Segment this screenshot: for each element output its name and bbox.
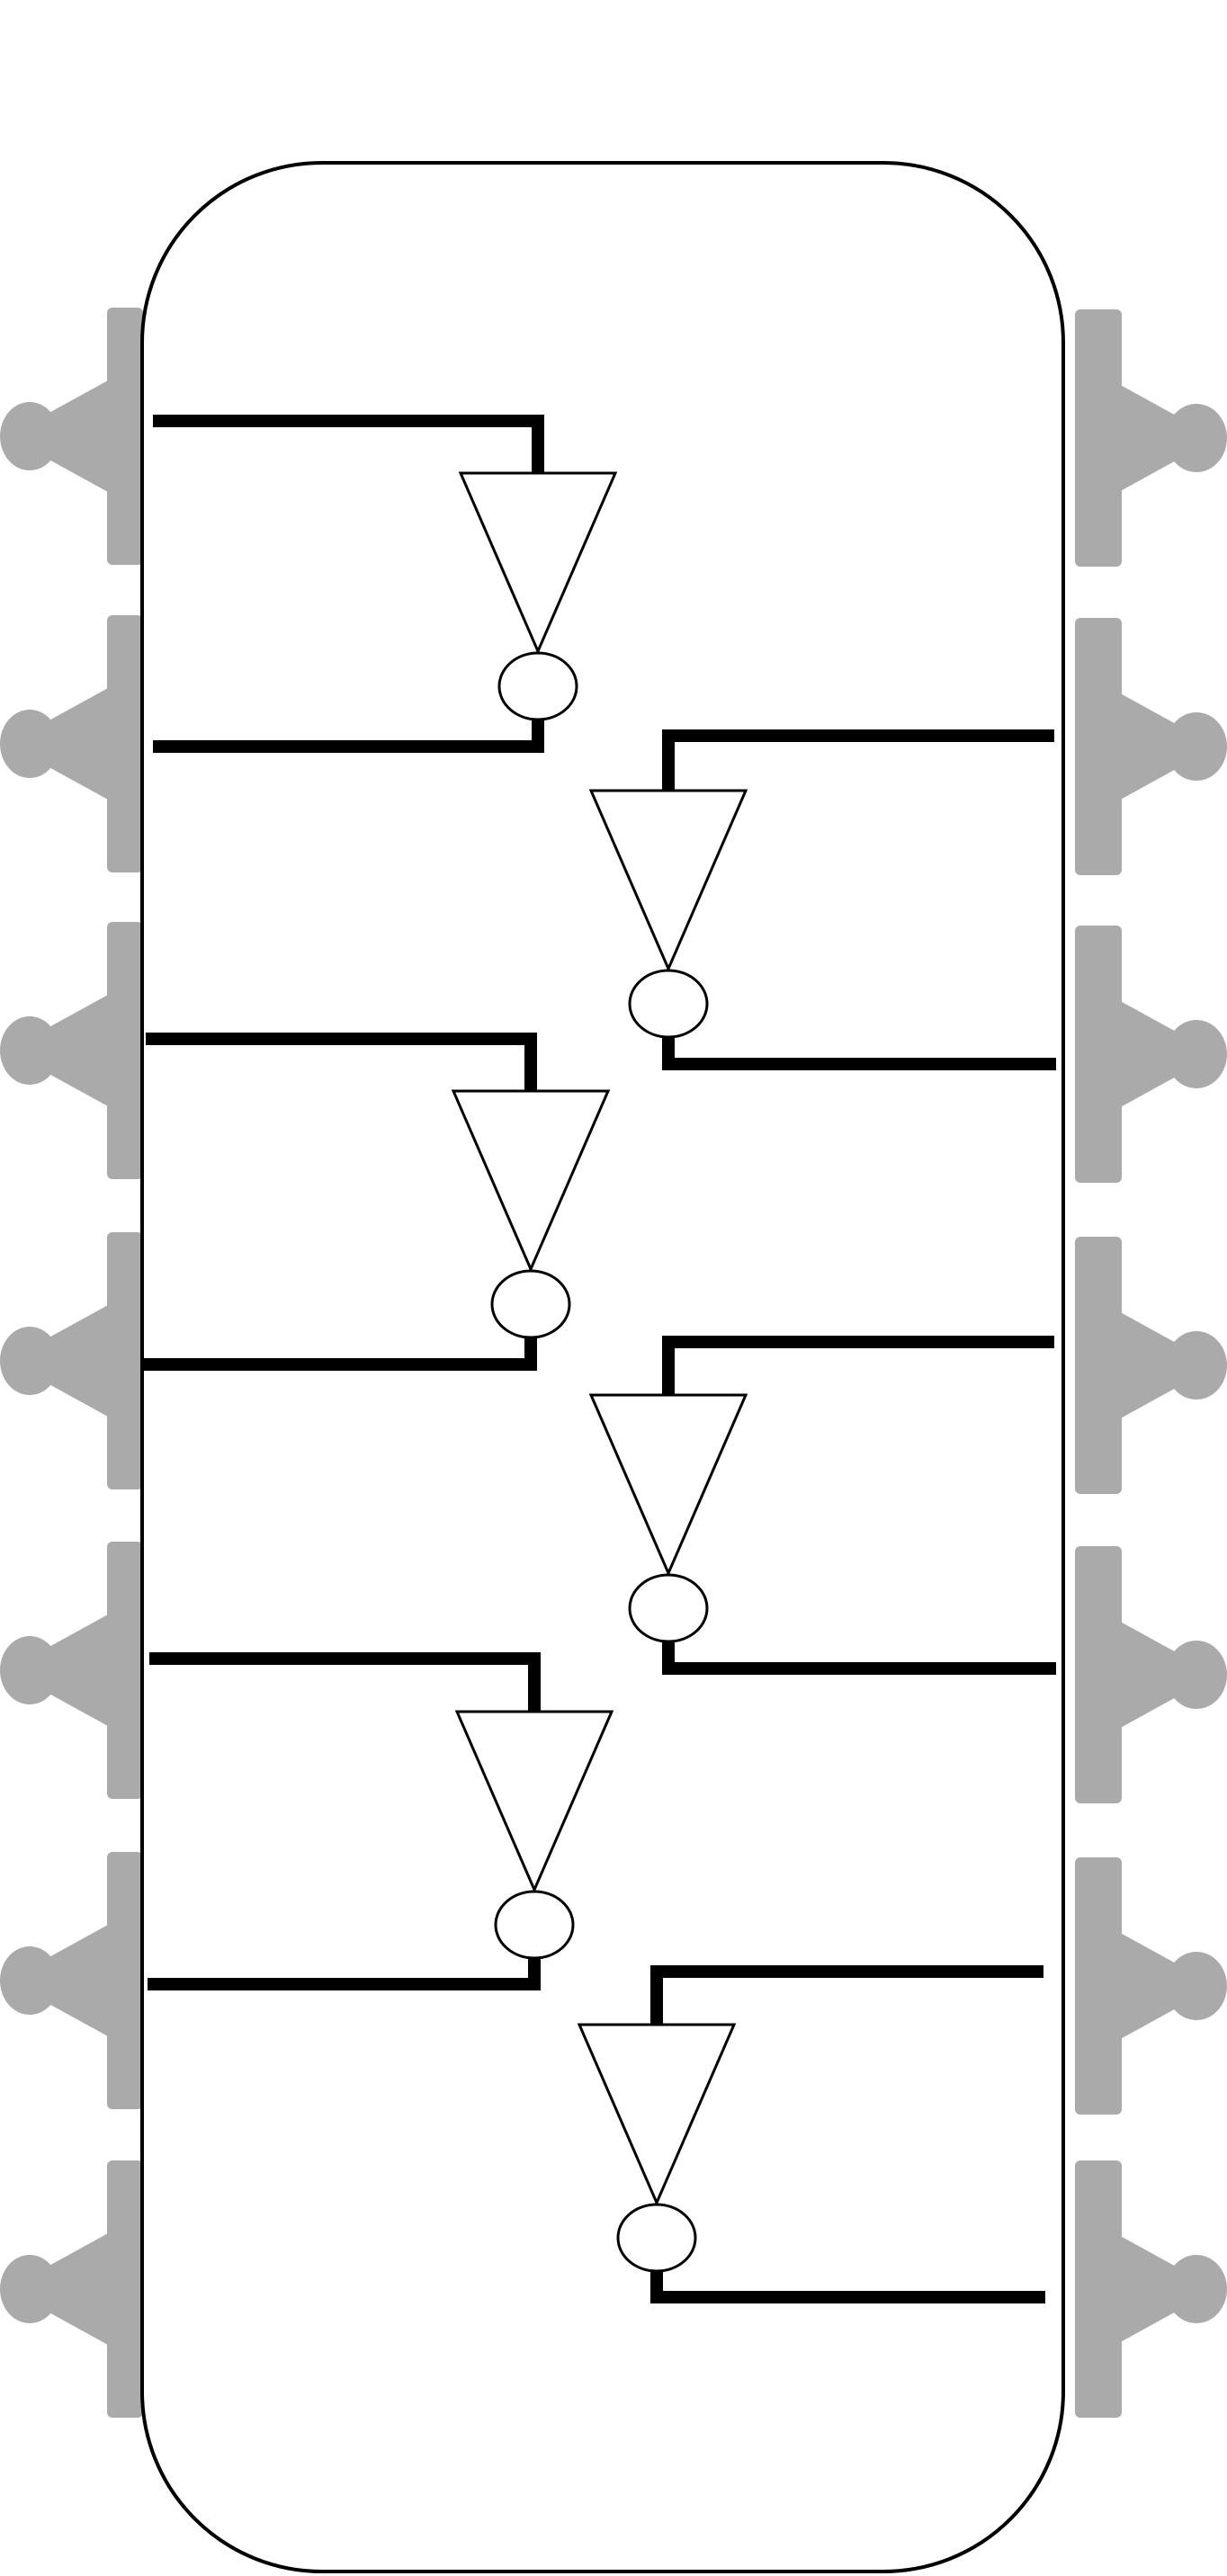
left-pin-1 xyxy=(0,308,143,565)
inverter-4 xyxy=(588,1336,1056,1675)
right-pins xyxy=(1075,309,1227,2418)
inverter-triangle xyxy=(458,471,618,655)
output-wire xyxy=(650,2271,1045,2303)
inverter-triangle xyxy=(588,1393,748,1577)
inversion-bubble xyxy=(490,1269,571,1339)
inversion-bubble xyxy=(628,969,709,1039)
inverter-5 xyxy=(148,1652,614,1990)
input-wire xyxy=(153,415,544,473)
inverter-3 xyxy=(142,1033,611,1371)
output-wire xyxy=(662,1037,1056,1070)
right-pin-4 xyxy=(1075,1237,1227,1494)
left-pin-6 xyxy=(0,1852,143,2109)
input-wire xyxy=(146,1033,537,1091)
inversion-bubble xyxy=(497,651,578,721)
inverter-triangle xyxy=(454,1710,614,1893)
output-wire xyxy=(148,1958,541,1990)
right-pin-7 xyxy=(1075,2160,1227,2418)
right-pin-2 xyxy=(1075,618,1227,875)
inverter-gates xyxy=(142,415,1056,2303)
left-pin-3 xyxy=(0,922,143,1179)
right-pin-3 xyxy=(1075,926,1227,1183)
left-pin-5 xyxy=(0,1542,143,1799)
inversion-bubble xyxy=(628,1573,709,1643)
input-wire xyxy=(662,1336,1054,1395)
right-pin-1 xyxy=(1075,309,1227,567)
inverter-triangle xyxy=(588,789,748,972)
output-wire xyxy=(153,720,544,753)
left-pins xyxy=(0,308,143,2418)
right-pin-6 xyxy=(1075,1857,1227,2115)
inverter-2 xyxy=(588,729,1056,1070)
right-pin-5 xyxy=(1075,1546,1227,1803)
inversion-bubble xyxy=(494,1890,575,1960)
inverter-triangle xyxy=(451,1089,611,1273)
input-wire xyxy=(650,1965,1043,2025)
inverter-triangle xyxy=(577,2023,737,2206)
input-wire xyxy=(662,729,1054,791)
input-wire xyxy=(149,1652,541,1712)
inverter-6 xyxy=(577,1965,1045,2303)
left-pin-7 xyxy=(0,2160,143,2418)
inversion-bubble xyxy=(616,2203,697,2273)
left-pin-4 xyxy=(0,1232,143,1489)
inverter-1 xyxy=(153,415,618,753)
output-wire xyxy=(662,1641,1056,1675)
output-wire xyxy=(142,1337,537,1371)
left-pin-2 xyxy=(0,615,143,872)
